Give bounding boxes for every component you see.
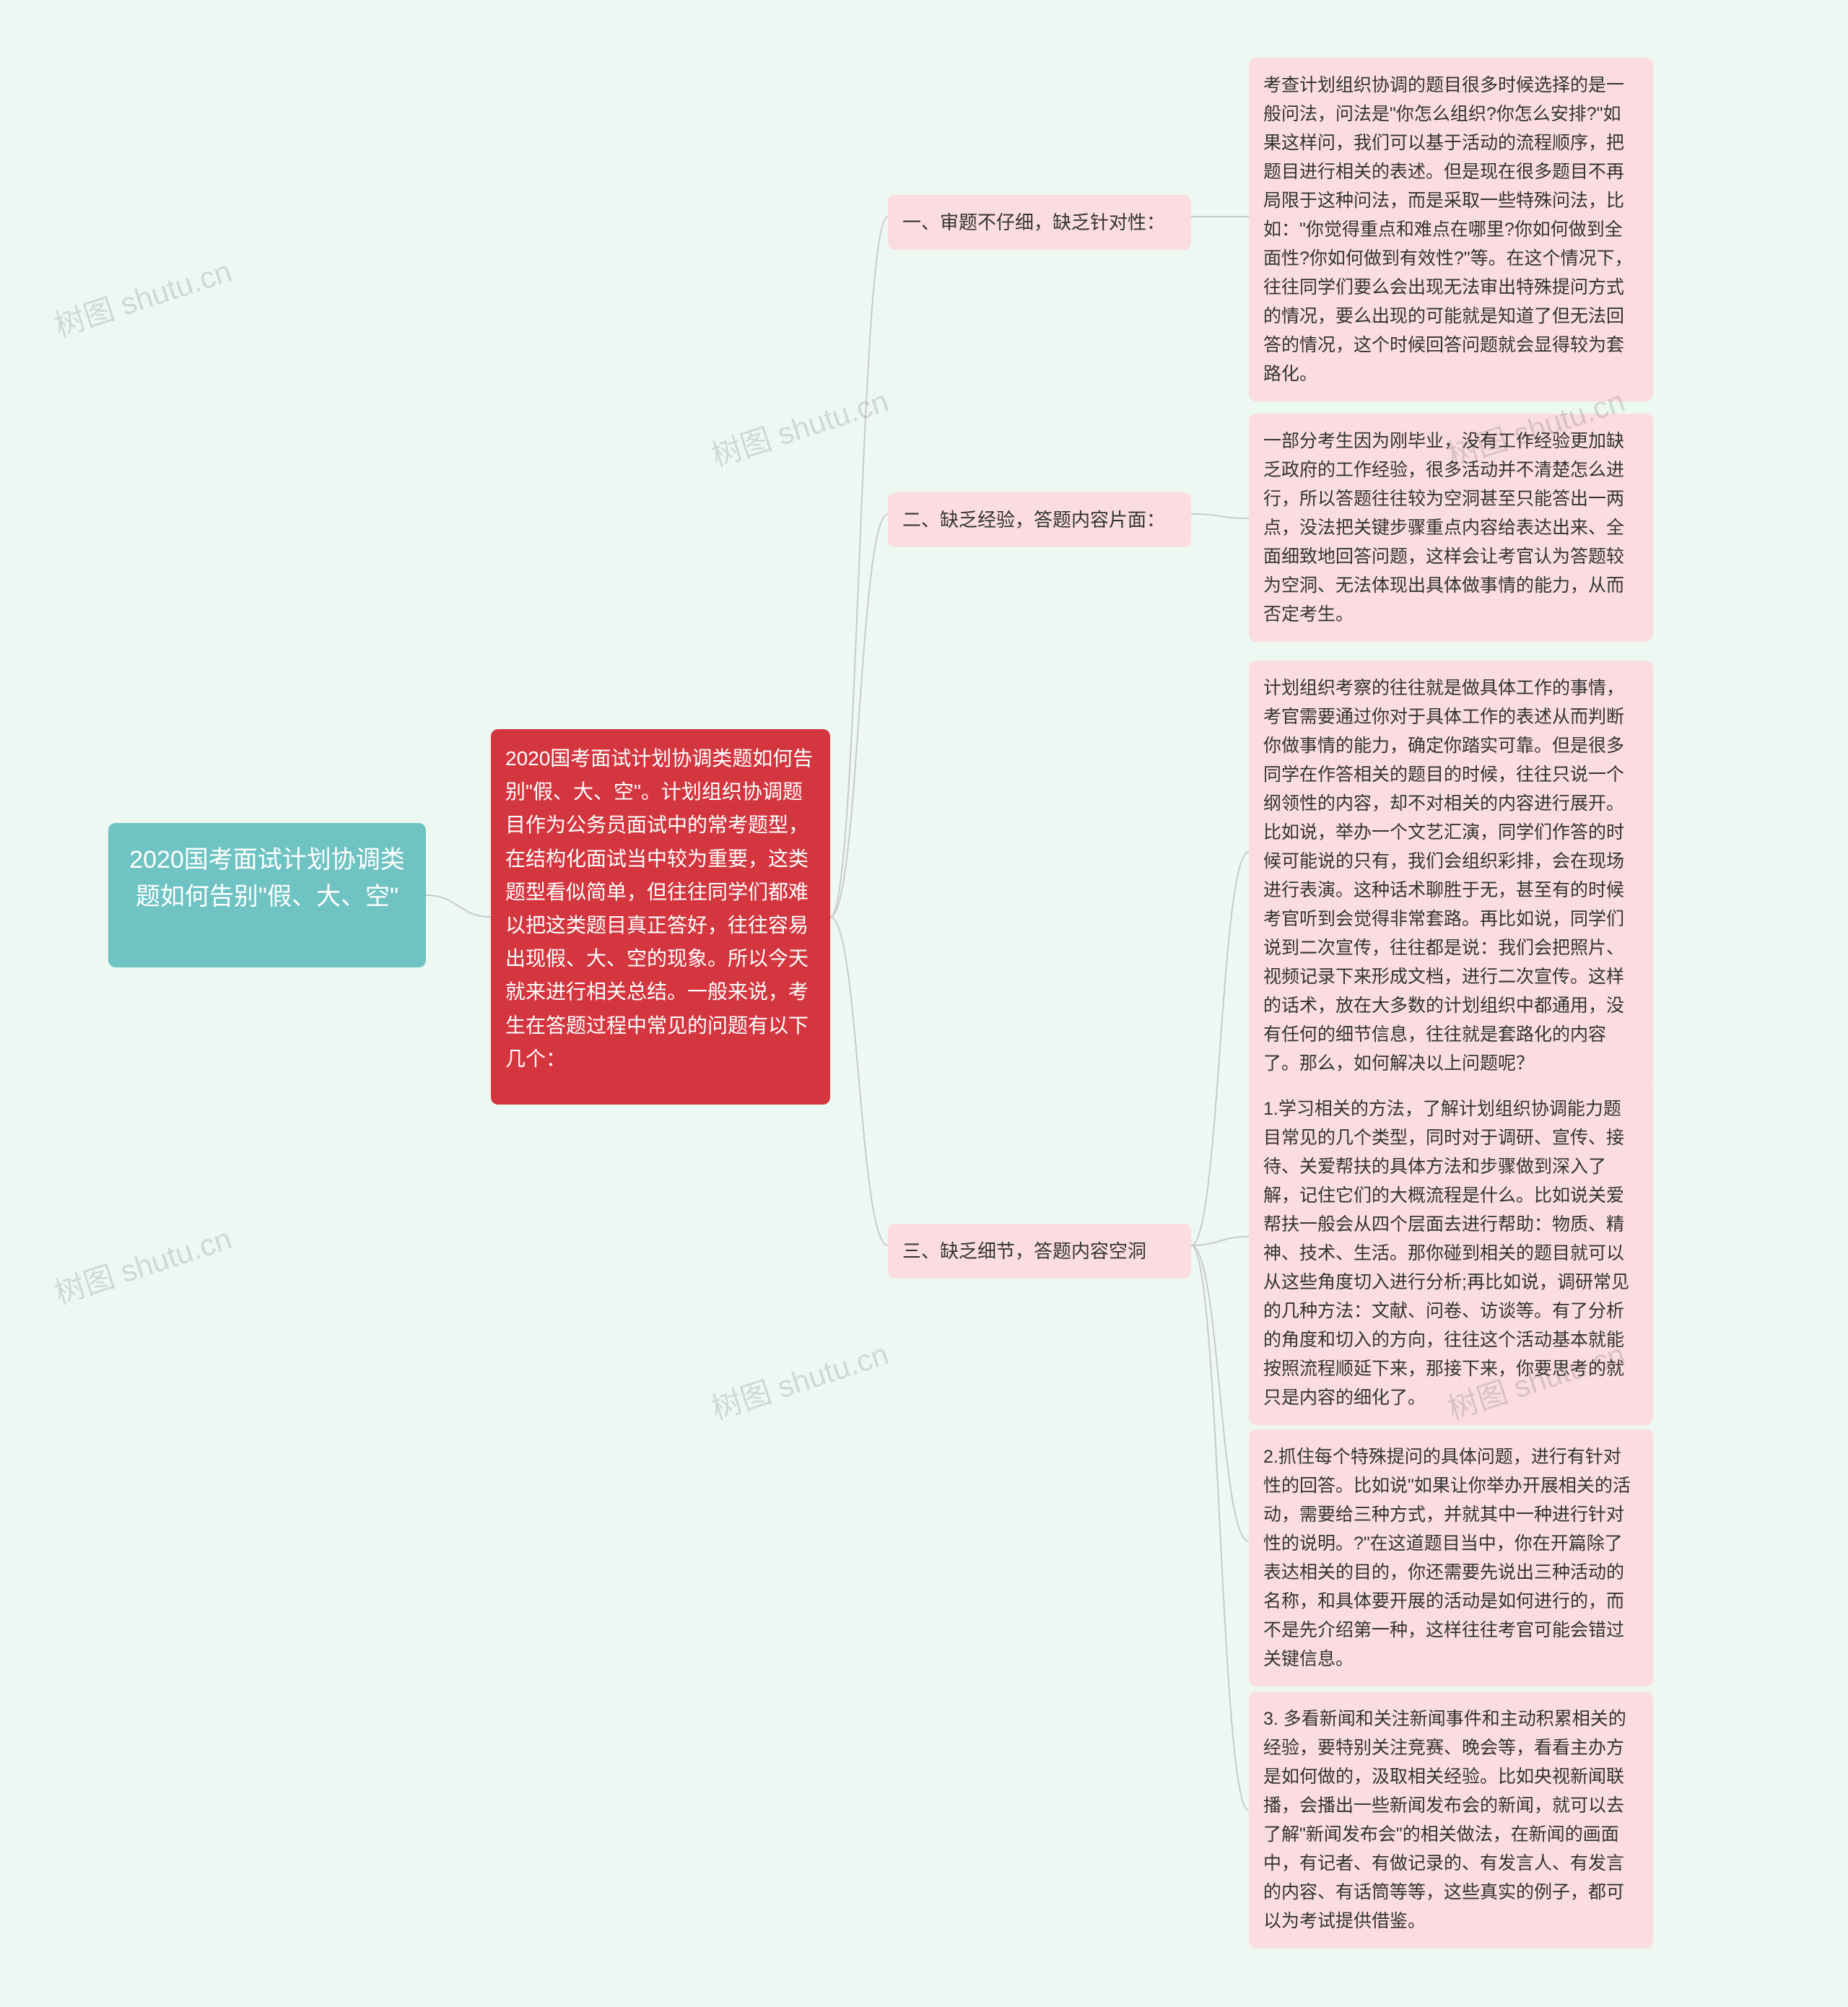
leaf-1: 考查计划组织协调的题目很多时候选择的是一般问法，问法是"你怎么组织?你怎么安排?… bbox=[1249, 58, 1653, 401]
branch-2: 二、缺乏经验，答题内容片面： bbox=[888, 492, 1191, 547]
leaf-6: 3. 多看新闻和关注新闻事件和主动积累相关的经验，要特别关注竞赛、晚会等，看看主… bbox=[1249, 1692, 1653, 1949]
branch-1-label: 一、审题不仔细，缺乏针对性： bbox=[902, 212, 1165, 233]
leaf-4-text: 1.学习相关的方法，了解计划组织协调能力题目常见的几个类型，同时对于调研、宣传、… bbox=[1263, 1099, 1629, 1408]
branch-1: 一、审题不仔细，缺乏针对性： bbox=[888, 195, 1191, 250]
watermark: 树图 shutu.cn bbox=[48, 1214, 237, 1313]
leaf-4: 1.学习相关的方法，了解计划组织协调能力题目常见的几个类型，同时对于调研、宣传、… bbox=[1249, 1081, 1653, 1425]
branch-3: 三、缺乏细节，答题内容空洞 bbox=[888, 1224, 1191, 1279]
watermark: 树图 shutu.cn bbox=[705, 1330, 894, 1429]
leaf-3-text: 计划组织考察的往往就是做具体工作的事情，考官需要通过你对于具体工作的表述从而判断… bbox=[1263, 678, 1624, 1074]
root-text: 2020国考面试计划协调类题如何告别"假、大、空" bbox=[129, 846, 405, 910]
watermark: 树图 shutu.cn bbox=[705, 377, 894, 476]
leaf-2: 一部分考生因为刚毕业，没有工作经验更加缺乏政府的工作经验，很多活动并不清楚怎么进… bbox=[1249, 414, 1653, 642]
leaf-2-text: 一部分考生因为刚毕业，没有工作经验更加缺乏政府的工作经验，很多活动并不清楚怎么进… bbox=[1263, 431, 1624, 624]
intro-text: 2020国考面试计划协调类题如何告别"假、大、空"。计划组织协调题目作为公务员面… bbox=[505, 747, 813, 1070]
root-node: 2020国考面试计划协调类题如何告别"假、大、空" bbox=[108, 823, 426, 967]
leaf-5-text: 2.抓住每个特殊提问的具体问题，进行有针对性的回答。比如说"如果让你举办开展相关… bbox=[1263, 1447, 1631, 1669]
leaf-5: 2.抓住每个特殊提问的具体问题，进行有针对性的回答。比如说"如果让你举办开展相关… bbox=[1249, 1429, 1653, 1686]
leaf-1-text: 考查计划组织协调的题目很多时候选择的是一般问法，问法是"你怎么组织?你怎么安排?… bbox=[1263, 75, 1633, 384]
leaf-3: 计划组织考察的往往就是做具体工作的事情，考官需要通过你对于具体工作的表述从而判断… bbox=[1249, 661, 1653, 1091]
branch-2-label: 二、缺乏经验，答题内容片面： bbox=[902, 509, 1165, 531]
watermark: 树图 shutu.cn bbox=[48, 247, 237, 346]
branch-3-label: 三、缺乏细节，答题内容空洞 bbox=[902, 1240, 1146, 1262]
intro-node: 2020国考面试计划协调类题如何告别"假、大、空"。计划组织协调题目作为公务员面… bbox=[491, 729, 830, 1105]
leaf-6-text: 3. 多看新闻和关注新闻事件和主动积累相关的经验，要特别关注竞赛、晚会等，看看主… bbox=[1263, 1709, 1626, 1931]
